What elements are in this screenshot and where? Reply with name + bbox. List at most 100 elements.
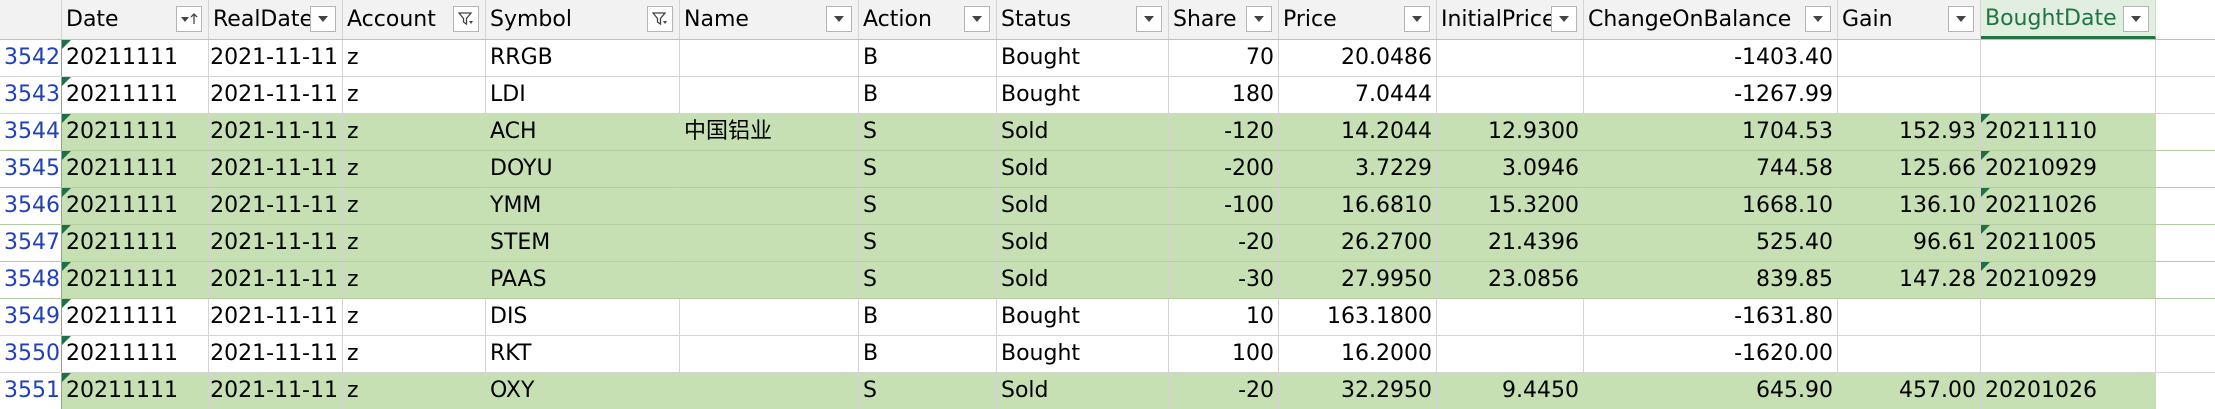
cell-share[interactable]: 70 [1169, 40, 1279, 76]
cell-initial-price[interactable]: 9.4450 [1437, 373, 1584, 409]
cell-date[interactable]: 20211111 [62, 40, 209, 76]
select-all-corner[interactable] [0, 0, 62, 39]
cell-action[interactable]: B [859, 40, 997, 76]
row-number[interactable]: 3550 [0, 336, 62, 372]
cell-gain[interactable]: 96.61 [1838, 225, 1981, 261]
cell-gain[interactable] [1838, 299, 1981, 335]
column-header-bought-date[interactable]: BoughtDate [1981, 0, 2156, 39]
cell-status[interactable]: Bought [997, 299, 1169, 335]
cell-date[interactable]: 20211111 [62, 225, 209, 261]
cell-real-date[interactable]: 2021-11-11 [209, 373, 343, 409]
cell-status[interactable]: Sold [997, 188, 1169, 224]
cell-symbol[interactable]: STEM [486, 225, 680, 261]
cell-date[interactable]: 20211111 [62, 373, 209, 409]
cell-account[interactable]: z [343, 373, 486, 409]
cell-symbol[interactable]: DIS [486, 299, 680, 335]
filter-dropdown-icon[interactable] [964, 6, 990, 32]
cell-status[interactable]: Sold [997, 373, 1169, 409]
cell-name[interactable] [680, 299, 859, 335]
cell-initial-price[interactable]: 21.4396 [1437, 225, 1584, 261]
cell-action[interactable]: B [859, 77, 997, 113]
cell-gain[interactable] [1838, 336, 1981, 372]
cell-action[interactable]: B [859, 299, 997, 335]
cell-date[interactable]: 20211111 [62, 336, 209, 372]
cell-share[interactable]: -120 [1169, 114, 1279, 150]
cell-real-date[interactable]: 2021-11-11 [209, 262, 343, 298]
cell-date[interactable]: 20211111 [62, 77, 209, 113]
cell-price[interactable]: 163.1800 [1279, 299, 1437, 335]
cell-change-on-balance[interactable]: 744.58 [1584, 151, 1838, 187]
filter-dropdown-icon[interactable] [1404, 6, 1430, 32]
cell-status[interactable]: Bought [997, 77, 1169, 113]
cell-status[interactable]: Bought [997, 40, 1169, 76]
cell-symbol[interactable]: OXY [486, 373, 680, 409]
cell-real-date[interactable]: 2021-11-11 [209, 114, 343, 150]
cell-symbol[interactable]: RKT [486, 336, 680, 372]
filter-dropdown-icon[interactable] [1805, 6, 1831, 32]
row-number[interactable]: 3543 [0, 77, 62, 113]
cell-account[interactable]: z [343, 262, 486, 298]
cell-bought-date[interactable] [1981, 299, 2156, 335]
row-number[interactable]: 3545 [0, 151, 62, 187]
filter-active-icon[interactable] [647, 6, 673, 32]
cell-price[interactable]: 32.2950 [1279, 373, 1437, 409]
cell-price[interactable]: 27.9950 [1279, 262, 1437, 298]
cell-share[interactable]: -200 [1169, 151, 1279, 187]
cell-date[interactable]: 20211111 [62, 188, 209, 224]
filter-dropdown-icon[interactable] [1551, 6, 1577, 32]
cell-initial-price[interactable]: 3.0946 [1437, 151, 1584, 187]
cell-gain[interactable]: 136.10 [1838, 188, 1981, 224]
sort-ascending-icon[interactable] [176, 6, 202, 32]
cell-real-date[interactable]: 2021-11-11 [209, 77, 343, 113]
cell-share[interactable]: -20 [1169, 225, 1279, 261]
cell-initial-price[interactable]: 23.0856 [1437, 262, 1584, 298]
cell-real-date[interactable]: 2021-11-11 [209, 40, 343, 76]
filter-dropdown-icon[interactable] [1246, 6, 1272, 32]
cell-share[interactable]: 10 [1169, 299, 1279, 335]
cell-name[interactable] [680, 262, 859, 298]
cell-date[interactable]: 20211111 [62, 114, 209, 150]
cell-bought-date[interactable]: 20211005 [1981, 225, 2156, 261]
cell-name[interactable] [680, 40, 859, 76]
cell-status[interactable]: Sold [997, 225, 1169, 261]
column-header-date[interactable]: Date [62, 0, 209, 39]
row-number[interactable]: 3548 [0, 262, 62, 298]
cell-gain[interactable] [1838, 77, 1981, 113]
cell-account[interactable]: z [343, 299, 486, 335]
cell-account[interactable]: z [343, 77, 486, 113]
cell-share[interactable]: 100 [1169, 336, 1279, 372]
cell-bought-date[interactable]: 20201026 [1981, 373, 2156, 409]
filter-dropdown-icon[interactable] [1136, 6, 1162, 32]
cell-account[interactable]: z [343, 225, 486, 261]
column-header-account[interactable]: Account [343, 0, 486, 39]
cell-account[interactable]: z [343, 40, 486, 76]
column-header-change-on-balance[interactable]: ChangeOnBalance [1584, 0, 1838, 39]
cell-price[interactable]: 20.0486 [1279, 40, 1437, 76]
cell-action[interactable]: S [859, 114, 997, 150]
cell-bought-date[interactable] [1981, 336, 2156, 372]
cell-account[interactable]: z [343, 151, 486, 187]
column-header-initial-price[interactable]: InitialPrice [1437, 0, 1584, 39]
cell-change-on-balance[interactable]: 645.90 [1584, 373, 1838, 409]
cell-bought-date[interactable] [1981, 77, 2156, 113]
column-header-gain[interactable]: Gain [1838, 0, 1981, 39]
cell-change-on-balance[interactable]: 839.85 [1584, 262, 1838, 298]
cell-change-on-balance[interactable]: -1403.40 [1584, 40, 1838, 76]
cell-bought-date[interactable]: 20211026 [1981, 188, 2156, 224]
cell-status[interactable]: Sold [997, 151, 1169, 187]
column-header-name[interactable]: Name [680, 0, 859, 39]
column-header-price[interactable]: Price [1279, 0, 1437, 39]
cell-initial-price[interactable] [1437, 40, 1584, 76]
cell-name[interactable] [680, 373, 859, 409]
cell-status[interactable]: Bought [997, 336, 1169, 372]
cell-status[interactable]: Sold [997, 262, 1169, 298]
cell-initial-price[interactable] [1437, 336, 1584, 372]
cell-name[interactable] [680, 336, 859, 372]
cell-bought-date[interactable] [1981, 40, 2156, 76]
cell-gain[interactable]: 152.93 [1838, 114, 1981, 150]
column-header-share[interactable]: Share [1169, 0, 1279, 39]
column-header-status[interactable]: Status [997, 0, 1169, 39]
filter-active-icon[interactable] [453, 6, 479, 32]
cell-initial-price[interactable]: 12.9300 [1437, 114, 1584, 150]
cell-symbol[interactable]: YMM [486, 188, 680, 224]
